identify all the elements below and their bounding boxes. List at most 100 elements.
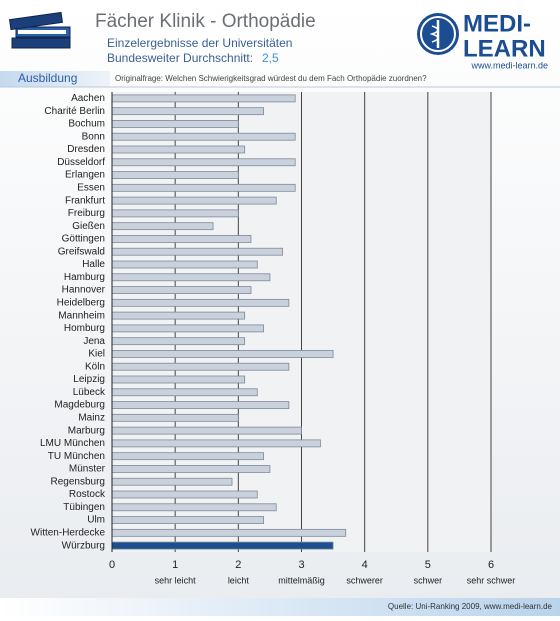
x-tick-description: leicht <box>228 575 250 585</box>
y-tick-label: Heidelberg <box>57 297 105 308</box>
y-tick-label: Ulm <box>87 515 105 526</box>
y-tick-label: Würzburg <box>62 540 105 551</box>
x-tick-label: 1 <box>172 559 178 571</box>
bar <box>111 94 296 103</box>
y-tick-label: Leipzig <box>73 374 105 385</box>
section-band <box>0 71 110 87</box>
bar <box>111 145 246 154</box>
y-tick-label: Kiel <box>88 349 105 360</box>
bar <box>111 490 258 499</box>
y-tick-label: LMU München <box>40 438 105 449</box>
y-tick-label: Aachen <box>71 93 105 104</box>
bar <box>111 286 252 294</box>
bar <box>111 260 258 269</box>
bar <box>111 426 302 435</box>
bar <box>111 171 239 179</box>
y-tick-label: Magdeburg <box>54 400 105 411</box>
bar <box>111 452 265 461</box>
bar <box>111 273 271 282</box>
y-tick-label: Hannover <box>62 285 106 296</box>
bar <box>111 401 290 409</box>
bar <box>111 388 258 397</box>
y-tick-label: Greifswald <box>58 246 105 257</box>
y-tick-label: Freiburg <box>68 208 105 219</box>
x-tick-description: mittelmäßig <box>278 575 325 585</box>
logo-text: LEARN <box>463 35 546 62</box>
y-tick-label: Essen <box>77 182 105 193</box>
bar <box>111 132 296 141</box>
y-tick-label: Tübingen <box>63 502 105 513</box>
title: Fächer Klinik - Orthopädie <box>95 11 316 32</box>
footer-band <box>0 598 560 616</box>
bar <box>111 298 290 307</box>
y-tick-label: Mainz <box>78 412 105 423</box>
x-tick-label: 6 <box>488 559 494 571</box>
x-tick-description: sehr leicht <box>155 575 197 585</box>
subtitle: Einzelergebnisse der Universitäten <box>107 36 292 50</box>
y-tick-label: Jena <box>83 336 105 347</box>
book-icon <box>8 11 71 49</box>
logo-text: MEDI- <box>463 10 531 37</box>
bar <box>111 324 265 333</box>
y-tick-label: TU München <box>48 451 105 462</box>
y-tick-label: Lübeck <box>73 387 106 398</box>
y-tick-label: Köln <box>85 361 105 372</box>
bar <box>111 375 246 384</box>
x-tick-description: schwer <box>414 575 443 585</box>
y-tick-label: Hamburg <box>64 272 105 283</box>
bar <box>111 222 214 231</box>
bar <box>111 209 239 218</box>
bar <box>111 120 239 128</box>
bar <box>111 362 290 371</box>
y-tick-label: Halle <box>82 259 105 270</box>
bar <box>111 196 277 205</box>
x-tick-description: schwerer <box>346 575 383 585</box>
y-tick-label: Göttingen <box>62 234 105 245</box>
y-tick-label: Mannheim <box>58 310 105 321</box>
bar <box>111 439 321 448</box>
y-tick-label: Bochum <box>68 119 105 130</box>
bar <box>111 337 246 346</box>
x-tick-label: 4 <box>362 559 368 571</box>
bar <box>111 413 239 422</box>
bar <box>111 183 296 192</box>
bar <box>111 541 334 550</box>
bar <box>111 158 296 167</box>
bar <box>111 477 233 486</box>
bar <box>111 311 246 320</box>
y-tick-label: Bonn <box>82 131 105 142</box>
y-tick-label: Rostock <box>69 489 106 500</box>
x-tick-label: 5 <box>425 559 431 571</box>
x-tick-label: 3 <box>298 559 304 571</box>
question: Originalfrage: Welchen Schwierigkeitsgra… <box>115 74 427 83</box>
source: Quelle: Uni-Ranking 2009, www.medi-learn… <box>388 602 553 611</box>
y-tick-label: Charité Berlin <box>44 106 105 117</box>
bar <box>111 465 271 473</box>
logo <box>417 13 459 55</box>
section: Ausbildung <box>18 71 77 85</box>
y-tick-label: Witten-Herdecke <box>31 527 106 538</box>
x-tick-label: 0 <box>109 559 115 571</box>
bar <box>111 503 277 512</box>
y-tick-label: Düsseldorf <box>57 157 105 168</box>
y-tick-label: Dresden <box>67 144 105 155</box>
y-tick-label: Homburg <box>64 323 105 334</box>
y-tick-label: Frankfurt <box>65 195 105 206</box>
y-tick-label: Gießen <box>72 221 105 232</box>
average-label: Bundesweiter Durchschnitt: <box>107 51 253 65</box>
logo-url: www.medi-learn.de <box>470 60 548 70</box>
y-tick-label: Münster <box>69 464 106 475</box>
average-value: 2,5 <box>262 51 279 65</box>
bar <box>111 528 347 537</box>
y-tick-label: Regensburg <box>51 476 105 487</box>
bar <box>111 247 283 256</box>
bar <box>111 107 265 116</box>
y-tick-label: Erlangen <box>65 170 105 181</box>
y-tick-label: Marburg <box>68 425 105 436</box>
x-tick-label: 2 <box>235 559 241 571</box>
bar <box>111 235 252 243</box>
bar <box>111 516 265 524</box>
bar <box>111 350 334 358</box>
